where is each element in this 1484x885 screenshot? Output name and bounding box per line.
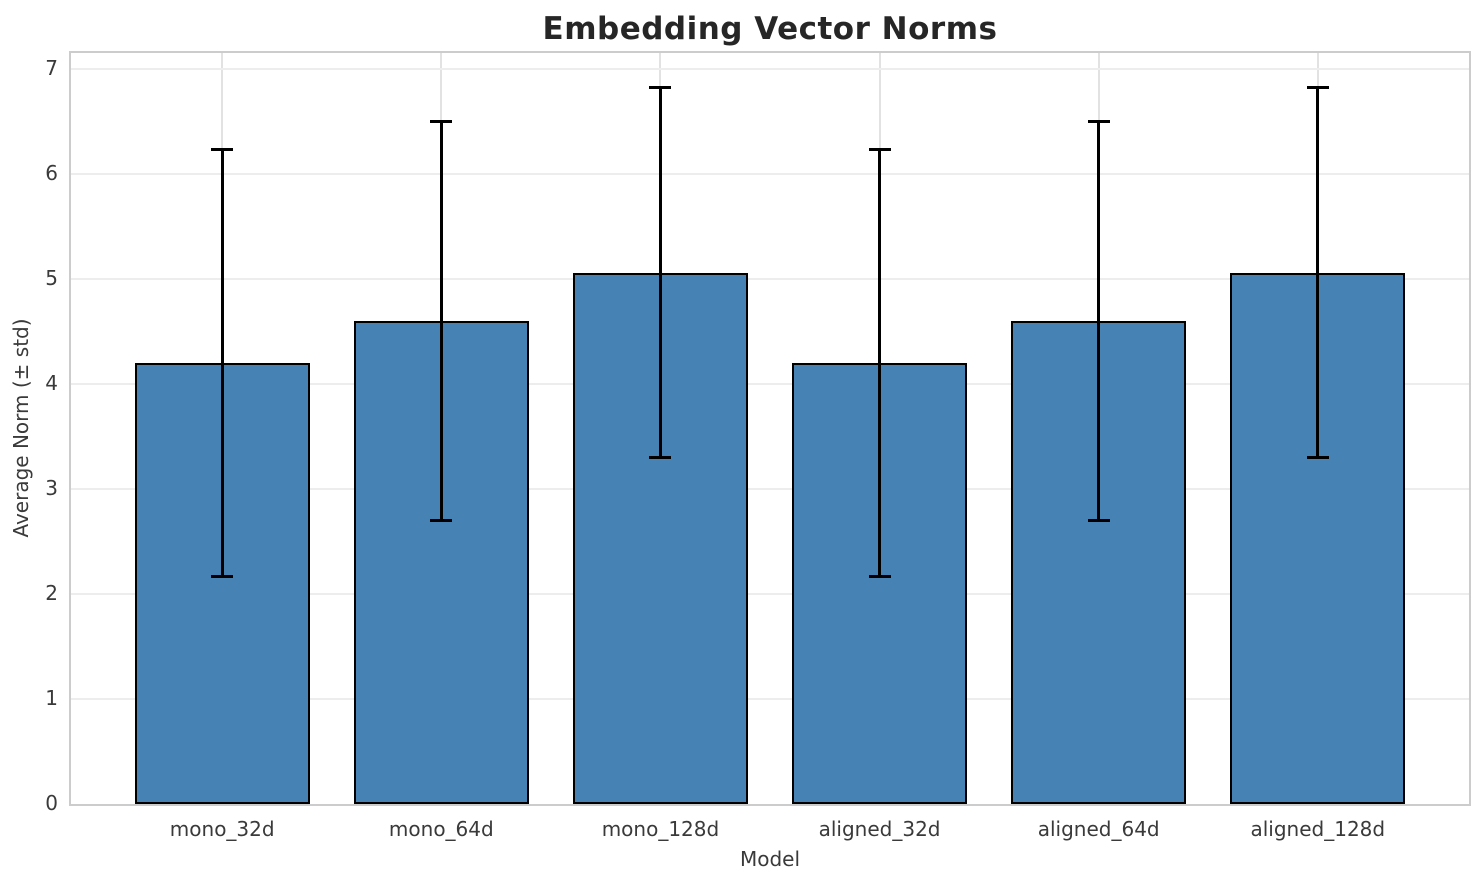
x-axis-label: Model — [739, 847, 801, 871]
error-bar-cap — [430, 518, 453, 522]
error-bar-line — [220, 149, 224, 577]
error-bar-line — [878, 149, 882, 577]
x-tick-label: aligned_32d — [818, 817, 941, 841]
y-tick-label: 0 — [45, 791, 58, 816]
gridline-horizontal — [71, 67, 1469, 70]
y-axis-label: Average Norm (± std) — [9, 318, 33, 538]
error-bar-cap — [430, 119, 453, 123]
bar-aligned_128d — [1230, 272, 1406, 804]
error-bar-line — [1316, 87, 1320, 458]
error-bar-cap — [1306, 455, 1329, 459]
error-bar-cap — [649, 86, 672, 90]
gridline-horizontal — [71, 382, 1469, 385]
gridline-horizontal — [71, 487, 1469, 490]
error-bar-cap — [211, 574, 234, 578]
x-tick-label: mono_128d — [601, 817, 720, 841]
x-tick-label: mono_64d — [388, 817, 494, 841]
gridline-horizontal — [71, 277, 1469, 280]
error-bar-cap — [211, 148, 234, 152]
x-tick-label: mono_32d — [169, 817, 275, 841]
bar-aligned_32d — [791, 362, 968, 804]
y-tick-label: 6 — [45, 160, 58, 185]
y-tick-label: 5 — [45, 265, 58, 290]
y-tick-label: 1 — [45, 685, 58, 710]
gridline-horizontal — [71, 172, 1469, 175]
gridline-horizontal — [71, 697, 1469, 700]
error-bar-line — [658, 87, 662, 458]
x-tick-label: aligned_64d — [1037, 817, 1160, 841]
error-bar-cap — [649, 455, 672, 459]
error-bar-line — [439, 121, 443, 521]
error-bar-cap — [1087, 518, 1110, 522]
gridline-horizontal — [71, 592, 1469, 595]
error-bar-cap — [868, 574, 891, 578]
x-tick-label: aligned_128d — [1250, 817, 1386, 841]
plot-area — [69, 51, 1471, 806]
error-bar-line — [1097, 121, 1101, 521]
error-bar-cap — [1087, 119, 1110, 123]
error-bar-cap — [1306, 86, 1329, 90]
error-bar-cap — [868, 148, 891, 152]
y-tick-label: 7 — [45, 55, 58, 80]
y-tick-label: 2 — [45, 580, 58, 605]
chart-title: Embedding Vector Norms — [542, 11, 998, 47]
